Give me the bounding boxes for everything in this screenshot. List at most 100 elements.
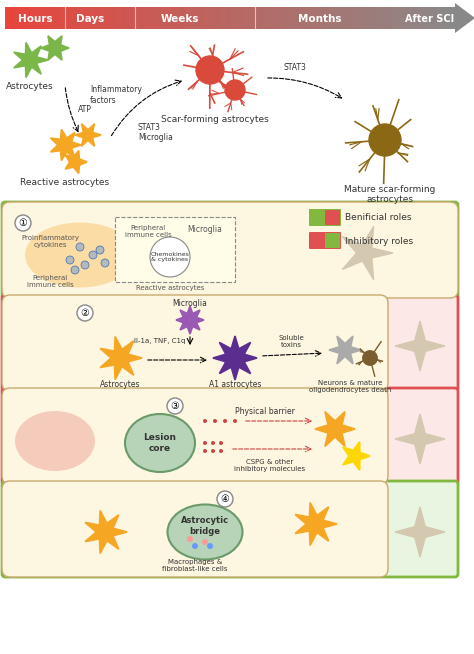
FancyBboxPatch shape [432, 7, 438, 29]
FancyBboxPatch shape [59, 7, 64, 29]
Circle shape [207, 543, 213, 549]
Circle shape [15, 215, 31, 231]
Circle shape [202, 539, 208, 545]
Text: STAT3: STAT3 [138, 124, 161, 133]
FancyBboxPatch shape [46, 7, 51, 29]
FancyBboxPatch shape [365, 7, 371, 29]
FancyBboxPatch shape [239, 7, 245, 29]
FancyBboxPatch shape [437, 7, 443, 29]
FancyBboxPatch shape [36, 7, 42, 29]
Polygon shape [395, 414, 445, 464]
FancyBboxPatch shape [55, 7, 60, 29]
Circle shape [219, 449, 223, 453]
FancyBboxPatch shape [356, 7, 362, 29]
Polygon shape [343, 441, 370, 470]
FancyBboxPatch shape [158, 7, 164, 29]
FancyBboxPatch shape [154, 7, 159, 29]
FancyBboxPatch shape [172, 7, 177, 29]
Circle shape [211, 441, 215, 445]
FancyBboxPatch shape [208, 7, 213, 29]
FancyBboxPatch shape [217, 7, 222, 29]
Polygon shape [65, 150, 87, 173]
Text: ④: ④ [220, 494, 229, 504]
Text: Lesion
core: Lesion core [144, 434, 176, 453]
Text: Hours: Hours [18, 14, 52, 24]
Text: Astrocytic
bridge: Astrocytic bridge [181, 516, 229, 536]
Circle shape [150, 237, 190, 277]
FancyBboxPatch shape [311, 7, 317, 29]
Text: Inhibitory roles: Inhibitory roles [345, 237, 413, 245]
Circle shape [217, 491, 233, 507]
Text: Chemokines
& cytokines: Chemokines & cytokines [151, 252, 190, 262]
FancyBboxPatch shape [73, 7, 78, 29]
Circle shape [223, 419, 227, 423]
FancyBboxPatch shape [235, 7, 240, 29]
FancyBboxPatch shape [190, 7, 195, 29]
FancyBboxPatch shape [122, 7, 128, 29]
FancyBboxPatch shape [309, 209, 341, 226]
Ellipse shape [125, 414, 195, 472]
FancyBboxPatch shape [401, 7, 407, 29]
Text: After SCI: After SCI [405, 14, 455, 24]
Text: STAT3: STAT3 [283, 63, 306, 72]
Polygon shape [329, 336, 361, 364]
FancyBboxPatch shape [414, 7, 420, 29]
Text: Microglia: Microglia [138, 133, 173, 143]
Polygon shape [75, 124, 101, 146]
Circle shape [77, 305, 93, 321]
FancyBboxPatch shape [244, 7, 249, 29]
Text: Reactive astrocytes: Reactive astrocytes [20, 178, 109, 187]
Circle shape [369, 124, 401, 156]
FancyBboxPatch shape [100, 7, 105, 29]
FancyBboxPatch shape [109, 7, 114, 29]
FancyBboxPatch shape [2, 295, 458, 391]
Polygon shape [176, 306, 204, 334]
Text: Microglia: Microglia [173, 299, 208, 308]
FancyBboxPatch shape [50, 7, 55, 29]
FancyBboxPatch shape [2, 388, 388, 484]
Circle shape [219, 441, 223, 445]
Text: Inflammatory
factors: Inflammatory factors [90, 85, 142, 105]
FancyBboxPatch shape [167, 7, 173, 29]
FancyBboxPatch shape [212, 7, 218, 29]
FancyBboxPatch shape [185, 7, 191, 29]
FancyBboxPatch shape [203, 7, 209, 29]
Ellipse shape [15, 411, 95, 471]
Circle shape [203, 449, 207, 453]
FancyBboxPatch shape [361, 7, 366, 29]
FancyBboxPatch shape [343, 7, 348, 29]
FancyBboxPatch shape [379, 7, 384, 29]
FancyBboxPatch shape [289, 7, 294, 29]
Circle shape [167, 398, 183, 414]
FancyBboxPatch shape [181, 7, 186, 29]
FancyBboxPatch shape [136, 7, 141, 29]
Polygon shape [100, 337, 142, 379]
FancyBboxPatch shape [257, 7, 263, 29]
FancyBboxPatch shape [230, 7, 236, 29]
Text: Months: Months [298, 14, 342, 24]
Text: Neurons & mature
oligodendrocytes death: Neurons & mature oligodendrocytes death [309, 380, 391, 393]
FancyBboxPatch shape [446, 7, 452, 29]
Text: A1 astrocytes: A1 astrocytes [209, 380, 261, 389]
Polygon shape [85, 511, 127, 553]
Polygon shape [213, 336, 257, 380]
Circle shape [211, 449, 215, 453]
FancyBboxPatch shape [334, 7, 339, 29]
Text: Mature scar-forming
astrocytes: Mature scar-forming astrocytes [344, 185, 436, 205]
FancyBboxPatch shape [113, 7, 118, 29]
Text: CSPG & other
inhibitory molecules: CSPG & other inhibitory molecules [235, 459, 306, 472]
FancyBboxPatch shape [325, 7, 330, 29]
FancyBboxPatch shape [2, 202, 458, 298]
FancyBboxPatch shape [262, 7, 267, 29]
Circle shape [203, 441, 207, 445]
FancyBboxPatch shape [271, 7, 276, 29]
FancyBboxPatch shape [131, 7, 137, 29]
FancyBboxPatch shape [396, 7, 402, 29]
FancyBboxPatch shape [5, 7, 10, 29]
Circle shape [66, 256, 74, 264]
Circle shape [225, 80, 245, 100]
Text: Scar-forming astrocytes: Scar-forming astrocytes [161, 115, 269, 124]
FancyBboxPatch shape [325, 233, 340, 248]
FancyBboxPatch shape [370, 7, 375, 29]
Text: Weeks: Weeks [161, 14, 199, 24]
